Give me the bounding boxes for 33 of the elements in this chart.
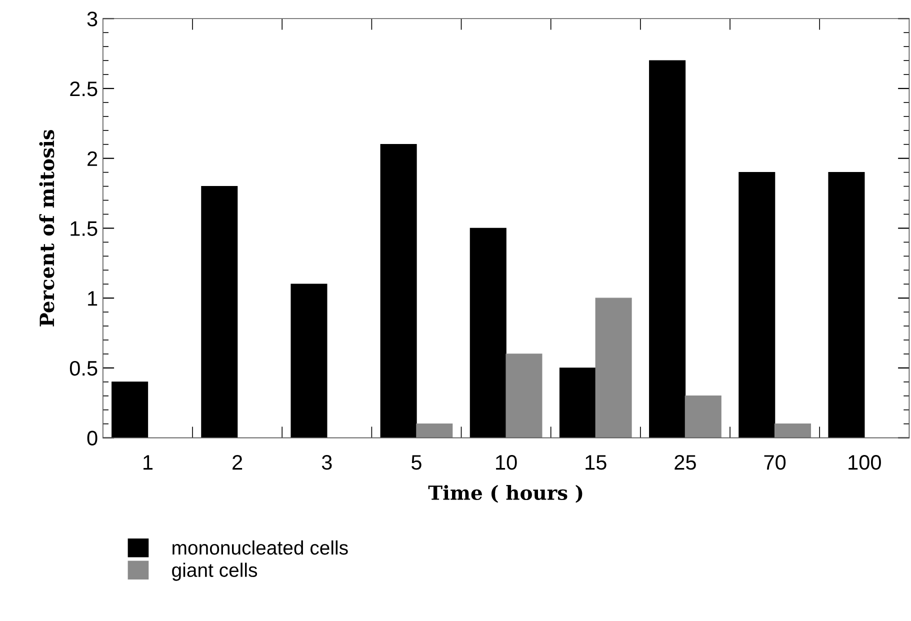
- x-tick-label: 5: [412, 455, 422, 470]
- x-tick-label: 10: [496, 455, 517, 470]
- y-tick-label: 0.5: [70, 360, 98, 376]
- x-axis-title: Time ( hours ): [428, 485, 582, 503]
- bar: [774, 423, 811, 438]
- bar: [559, 368, 596, 438]
- bar: [201, 186, 238, 438]
- y-tick-label: 3: [87, 12, 98, 26]
- bar: [290, 284, 328, 438]
- bar: [595, 298, 632, 438]
- bar: [738, 172, 776, 438]
- legend-label: mononucleated cells: [172, 540, 348, 555]
- x-tick-label: 2: [232, 455, 242, 470]
- x-tick-label: 1: [144, 455, 153, 470]
- x-tick-label: 70: [764, 455, 786, 470]
- x-tick-label: 15: [586, 455, 606, 470]
- x-tick-label: 100: [848, 455, 881, 470]
- y-tick-label: 0: [87, 430, 98, 446]
- y-tick-label: 1: [88, 291, 98, 306]
- bar: [380, 144, 417, 438]
- y-tick-label: 2: [88, 151, 98, 166]
- x-tick-label: 25: [674, 455, 696, 470]
- bar: [416, 423, 453, 438]
- y-tick-label: 2.5: [70, 81, 98, 96]
- bar: [470, 228, 506, 438]
- y-axis-title: Percent of mitosis: [39, 130, 54, 326]
- bar: [684, 396, 722, 438]
- y-tick-label: 1.5: [70, 221, 98, 236]
- bar: [506, 354, 542, 438]
- bar: [828, 172, 865, 438]
- legend-label: giant cells: [172, 562, 258, 581]
- x-tick-label: 3: [322, 455, 332, 470]
- bar: [649, 60, 686, 438]
